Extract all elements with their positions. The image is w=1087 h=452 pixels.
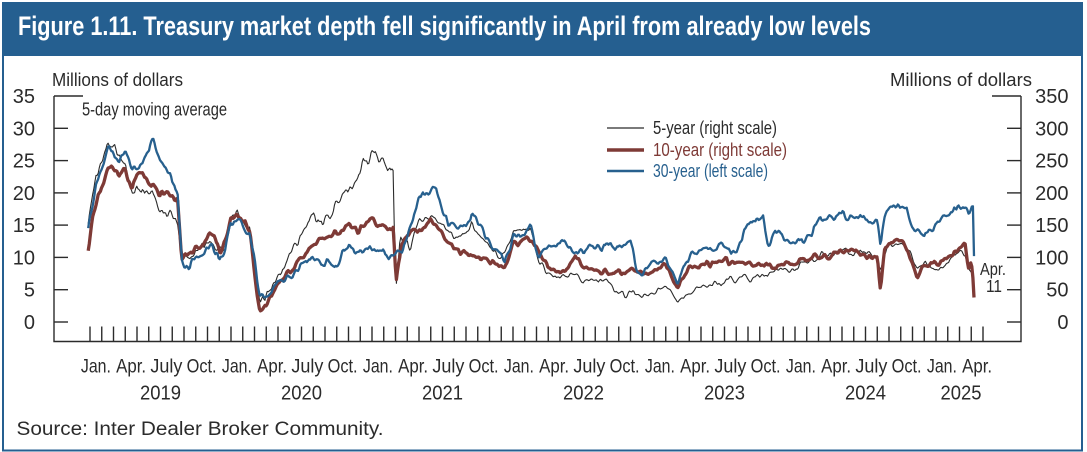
svg-text:Jan.: Jan.	[645, 356, 675, 378]
svg-text:0: 0	[24, 312, 35, 334]
svg-text:2025: 2025	[941, 382, 982, 404]
svg-text:10: 10	[13, 247, 35, 269]
svg-text:July: July	[573, 356, 605, 378]
svg-text:Oct.: Oct.	[751, 356, 781, 378]
svg-text:2021: 2021	[422, 382, 463, 404]
svg-text:5: 5	[24, 280, 35, 302]
svg-text:30: 30	[13, 118, 35, 140]
svg-text:50: 50	[1046, 280, 1068, 302]
svg-text:Jan.: Jan.	[927, 356, 957, 378]
svg-text:0: 0	[1057, 312, 1068, 334]
svg-text:2019: 2019	[140, 382, 181, 404]
svg-text:30-year (left scale): 30-year (left scale)	[653, 161, 768, 181]
svg-text:35: 35	[13, 86, 35, 108]
svg-text:Millions of dollars: Millions of dollars	[890, 69, 1032, 90]
svg-text:2023: 2023	[704, 382, 745, 404]
svg-text:Jan.: Jan.	[786, 356, 816, 378]
svg-text:Jan.: Jan.	[222, 356, 252, 378]
svg-text:5-day moving average: 5-day moving average	[82, 99, 227, 120]
svg-text:Apr.: Apr.	[821, 356, 851, 378]
svg-text:July: July	[714, 356, 746, 378]
svg-text:Oct.: Oct.	[892, 356, 922, 378]
svg-text:150: 150	[1035, 215, 1068, 237]
svg-text:Apr.: Apr.	[257, 356, 287, 378]
svg-text:2024: 2024	[845, 382, 886, 404]
svg-text:July: July	[150, 356, 182, 378]
svg-text:10-year (right scale): 10-year (right scale)	[653, 140, 787, 160]
svg-text:Figure 1.11. Treasury market d: Figure 1.11. Treasury market depth fell …	[18, 11, 871, 41]
svg-text:Apr.: Apr.	[680, 356, 710, 378]
svg-text:Apr.: Apr.	[539, 356, 569, 378]
svg-text:25: 25	[13, 151, 35, 173]
svg-text:2022: 2022	[563, 382, 604, 404]
svg-text:11: 11	[986, 276, 1002, 296]
svg-text:Oct.: Oct.	[328, 356, 358, 378]
svg-text:250: 250	[1035, 151, 1068, 173]
svg-text:July: July	[432, 356, 464, 378]
svg-text:Apr.: Apr.	[962, 356, 992, 378]
svg-text:200: 200	[1035, 183, 1068, 205]
svg-text:July: July	[855, 356, 887, 378]
svg-text:Oct.: Oct.	[610, 356, 640, 378]
svg-text:July: July	[291, 356, 323, 378]
svg-text:Apr.: Apr.	[980, 259, 1006, 279]
svg-text:Oct.: Oct.	[187, 356, 217, 378]
svg-text:Apr.: Apr.	[398, 356, 428, 378]
svg-text:Oct.: Oct.	[469, 356, 499, 378]
svg-text:350: 350	[1035, 86, 1068, 108]
svg-text:20: 20	[13, 183, 35, 205]
svg-text:15: 15	[13, 215, 35, 237]
svg-text:Jan.: Jan.	[363, 356, 393, 378]
svg-text:2020: 2020	[281, 382, 322, 404]
svg-text:Millions of dollars: Millions of dollars	[52, 69, 183, 90]
svg-text:5-year (right scale): 5-year (right scale)	[653, 118, 777, 138]
svg-text:Apr.: Apr.	[116, 356, 146, 378]
svg-text:Jan.: Jan.	[81, 356, 111, 378]
svg-text:Jan.: Jan.	[504, 356, 534, 378]
svg-text:100: 100	[1035, 247, 1068, 269]
svg-text:Source: Inter Dealer Broker Co: Source: Inter Dealer Broker Community.	[17, 419, 384, 440]
svg-text:300: 300	[1035, 118, 1068, 140]
